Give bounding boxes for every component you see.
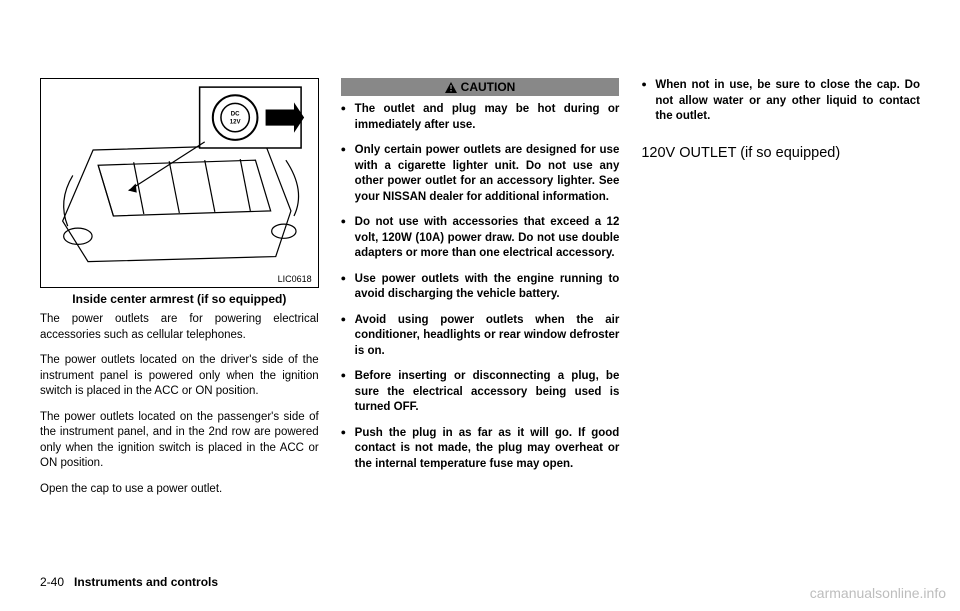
list-item: When not in use, be sure to close the ca… xyxy=(641,78,920,125)
list-item: The outlet and plug may be hot during or… xyxy=(341,102,620,133)
list-item: Push the plug in as far as it will go. I… xyxy=(341,426,620,473)
section-title-qualifier: (if so equipped) xyxy=(740,145,840,161)
caution-list: The outlet and plug may be hot during or… xyxy=(341,102,620,482)
column-3: When not in use, be sure to close the ca… xyxy=(641,78,920,558)
section-title-main: 120V OUTLET xyxy=(641,145,740,161)
caution-list-continued: When not in use, be sure to close the ca… xyxy=(641,78,920,135)
watermark: carmanualsonline.info xyxy=(810,585,946,601)
caution-heading: CAUTION xyxy=(341,78,620,96)
svg-text:12V: 12V xyxy=(230,119,242,126)
figure-caption: Inside center armrest (if so equipped) xyxy=(40,292,319,306)
figure-code: LIC0618 xyxy=(278,274,312,284)
section-heading: 120V OUTLET (if so equipped) xyxy=(641,145,920,161)
paragraph: Open the cap to use a power outlet. xyxy=(40,482,319,498)
list-item: Only certain power outlets are designed … xyxy=(341,143,620,205)
list-item: Before inserting or disconnecting a plug… xyxy=(341,369,620,416)
column-2: CAUTION The outlet and plug may be hot d… xyxy=(341,78,620,558)
paragraph: The power outlets are for powering elect… xyxy=(40,312,319,343)
list-item: Use power outlets with the engine runnin… xyxy=(341,272,620,303)
footer-section-name: Instruments and controls xyxy=(74,575,218,589)
page-columns: DC 12V LIC0618 Inside center armrest (if… xyxy=(40,78,920,558)
page-footer: 2-40 Instruments and controls xyxy=(40,575,218,589)
svg-text:DC: DC xyxy=(231,111,240,118)
page-number: 2-40 xyxy=(40,575,64,589)
figure-illustration: DC 12V LIC0618 xyxy=(40,78,319,288)
warning-triangle-icon xyxy=(445,82,457,93)
caution-label: CAUTION xyxy=(461,80,516,94)
list-item: Do not use with accessories that exceed … xyxy=(341,215,620,262)
column-1: DC 12V LIC0618 Inside center armrest (if… xyxy=(40,78,319,558)
list-item: Avoid using power outlets when the air c… xyxy=(341,313,620,360)
paragraph: The power outlets located on the driver'… xyxy=(40,353,319,400)
paragraph: The power outlets located on the passeng… xyxy=(40,410,319,472)
